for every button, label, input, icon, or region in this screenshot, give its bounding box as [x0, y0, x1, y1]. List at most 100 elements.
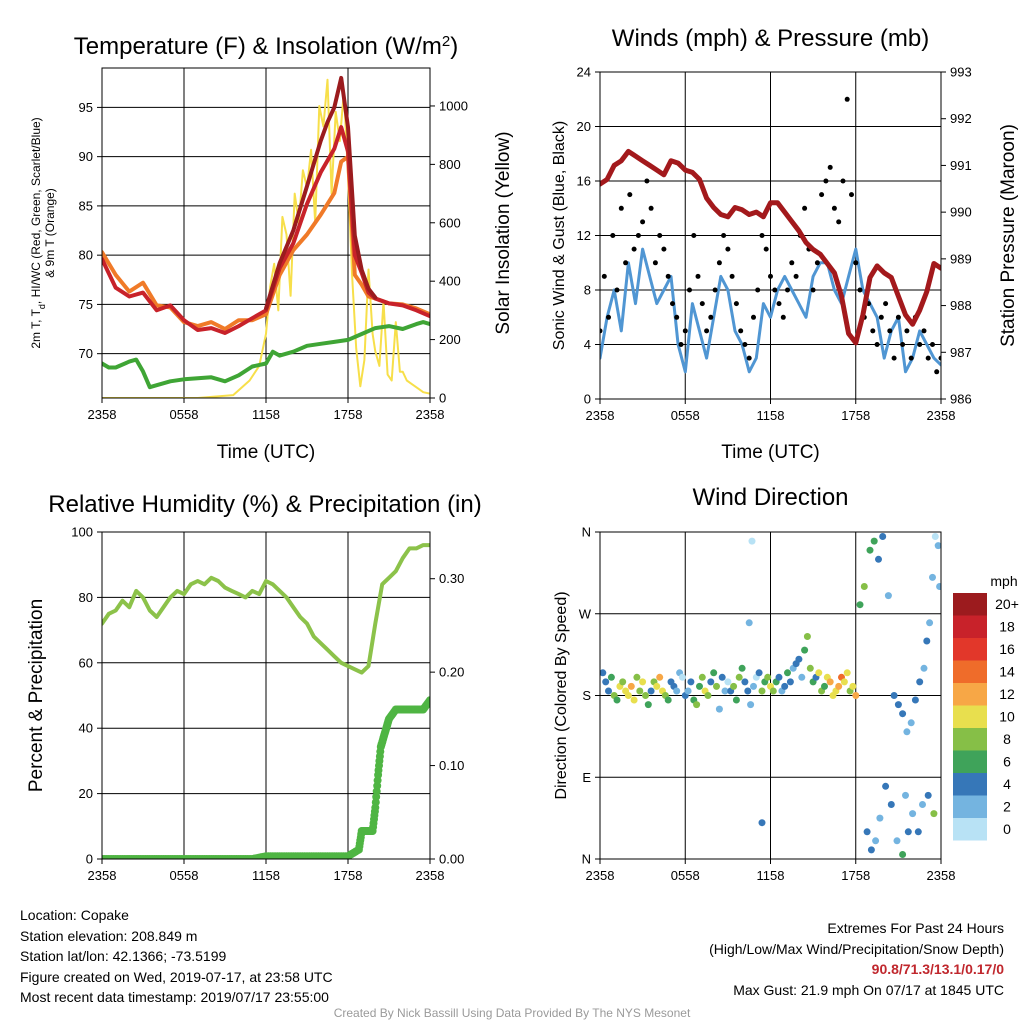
dewpoint-green-line — [102, 320, 430, 390]
gust-point — [627, 192, 633, 198]
colorbar-swatch — [953, 773, 987, 796]
gust-point — [895, 314, 901, 320]
wind-direction-point — [784, 669, 791, 677]
y-tick-label: 80 — [79, 248, 93, 263]
wind-direction-point — [715, 705, 723, 713]
gust-point — [657, 233, 663, 238]
wind-direction-point — [758, 687, 766, 695]
gust-point — [648, 205, 654, 211]
colorbar-swatch — [953, 683, 987, 706]
y-tick-label: E — [582, 770, 591, 785]
colorbar-label: 18 — [999, 619, 1015, 635]
gust-point — [768, 273, 773, 279]
x-tick-label: 2358 — [88, 868, 117, 883]
y-tick-label-right: 0 — [439, 391, 446, 406]
wind-direction-point — [627, 682, 635, 690]
wind-direction-point — [687, 678, 695, 686]
credit-line: Created By Nick Bassill Using Data Provi… — [333, 1006, 691, 1020]
wind-direction-point — [696, 682, 703, 690]
wind-direction-point — [894, 701, 902, 709]
y-tick-label: 80 — [79, 590, 93, 605]
recent-data-line: Most recent data timestamp: 2019/07/17 2… — [20, 989, 329, 1005]
gust-point — [635, 233, 641, 238]
y-tick-label: 12 — [577, 228, 591, 243]
wind-direction-point — [745, 619, 753, 627]
wind-direction-point — [936, 583, 941, 590]
gust-point — [887, 328, 893, 334]
gust-point — [699, 301, 705, 307]
wind-direction-point — [713, 682, 720, 690]
extremes-info: Extremes For Past 24 Hours (High/Low/Max… — [709, 918, 1004, 1000]
wind-direction-point — [875, 555, 882, 563]
wind-direction-point — [870, 537, 878, 545]
y-tick-label: 60 — [79, 655, 93, 670]
gust-point — [857, 287, 863, 293]
y-tick-label-right: 0.30 — [439, 571, 464, 586]
gust-point — [878, 314, 884, 320]
colorbar-swatch — [953, 818, 987, 841]
y-tick-label-right: 0.10 — [439, 758, 464, 773]
gust-point — [704, 328, 710, 334]
wind-direction-point — [867, 846, 875, 854]
wind-direction-point — [902, 791, 909, 799]
wind-direction-point — [923, 637, 931, 645]
extremes-subheading: (High/Low/Max Wind/Precipitation/Snow De… — [709, 940, 1004, 957]
wind-direction-point — [909, 810, 917, 818]
x-tick-label: 1158 — [252, 868, 280, 883]
colorbar-swatch — [953, 750, 987, 773]
speed-colorbar: mph 20+ 18 16 14 12 10 8 6 4 2 0 — [953, 573, 1019, 841]
winds-x-label: Time (UTC) — [721, 442, 820, 463]
wind-direction-point — [835, 682, 843, 690]
wind-direction-point — [602, 678, 610, 686]
figure-created-line: Figure created on Wed, 2019-07-17, at 23… — [20, 968, 333, 985]
y-tick-label: 20 — [79, 786, 93, 801]
colorbar-title: mph — [990, 573, 1017, 589]
wind-direction-point — [758, 819, 766, 827]
gust-point — [883, 301, 889, 307]
y-tick-label: N — [582, 525, 591, 540]
heat-index-dark-red-line — [264, 75, 378, 311]
temperature-y-label-2: & 9m T (Orange) — [43, 188, 57, 278]
wind-direction-point — [673, 687, 681, 695]
colorbar-swatch — [953, 705, 987, 728]
wind-direction-point — [755, 669, 763, 677]
wind-direction-point — [801, 646, 809, 654]
y-tick-label-right: 0.00 — [439, 852, 464, 867]
elevation-line: Station elevation: 208.849 m — [20, 927, 198, 944]
wind-direction-point — [738, 664, 746, 672]
gust-point — [849, 192, 854, 198]
gust-point — [670, 301, 675, 307]
wind-direction-point — [919, 801, 926, 808]
x-tick-label: 2358 — [586, 868, 615, 883]
gust-point — [682, 328, 688, 334]
gust-point — [674, 314, 680, 320]
gust-point — [802, 205, 808, 211]
wind-direction-point — [930, 810, 938, 818]
gust-point — [874, 342, 880, 347]
wind-direction-point — [647, 687, 655, 695]
colorbar-label: 4 — [1003, 776, 1011, 792]
wind-direction-point — [903, 728, 911, 736]
gust-point — [938, 355, 941, 361]
wind-direction-point — [741, 678, 749, 686]
x-tick-label: 0558 — [170, 868, 199, 883]
wind-direction-point — [786, 678, 794, 686]
x-tick-label: 2358 — [586, 408, 615, 423]
gust-point — [721, 233, 727, 238]
y-tick-label-right: 988 — [950, 298, 972, 313]
colorbar-label: 0 — [1003, 821, 1011, 837]
winds-title: Winds (mph) & Pressure (mb) — [612, 25, 929, 52]
y-tick-label: 24 — [577, 65, 591, 80]
y-tick-label-right: 0.20 — [439, 665, 464, 680]
y-tick-label: 100 — [71, 525, 93, 540]
wind-direction-point — [747, 701, 755, 709]
y-tick-label-right: 991 — [950, 158, 972, 173]
colorbar-label: 8 — [1003, 731, 1011, 747]
gust-point — [759, 233, 765, 238]
wind-direction-point — [735, 673, 743, 681]
y-tick-label: 90 — [79, 149, 93, 164]
humidity-y-label: Percent & Precipitation — [26, 599, 47, 792]
x-tick-label: 2358 — [416, 407, 445, 422]
